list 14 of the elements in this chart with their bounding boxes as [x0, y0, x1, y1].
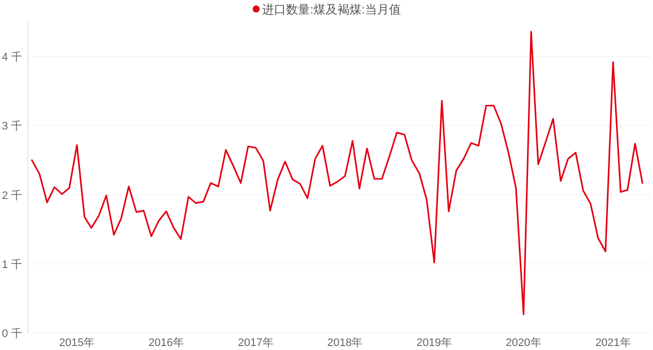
- y-tick-label: 1 千: [2, 258, 22, 271]
- x-tick-label: 2020年: [506, 337, 542, 349]
- legend-label: 进口数量:煤及褐煤:当月值: [262, 2, 401, 16]
- x-tick-label: 2019年: [416, 337, 452, 349]
- y-tick-label: 0 千: [2, 327, 22, 340]
- x-tick-label: 2018年: [327, 337, 363, 349]
- y-tick-label: 3 千: [2, 120, 22, 133]
- y-tick-label: 2 千: [2, 188, 22, 202]
- line-series: [31, 30, 644, 316]
- x-tick-label: 2015年: [59, 337, 95, 349]
- y-tick-label: 4 千: [2, 50, 22, 64]
- x-tick-label: 2017年: [238, 337, 274, 349]
- x-tick-label: 2021年: [595, 337, 631, 349]
- x-tick-label: 2016年: [148, 337, 184, 349]
